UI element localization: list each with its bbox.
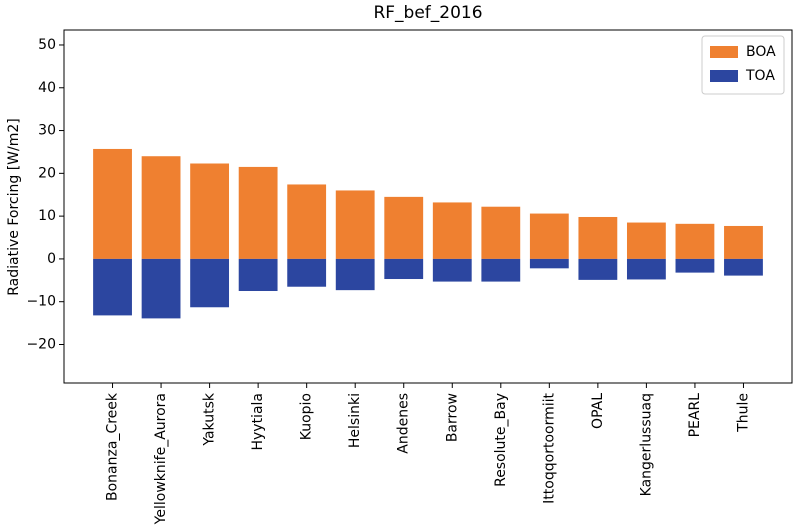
y-tick-label: 20: [38, 165, 56, 181]
x-tick-label: Thule: [735, 393, 751, 433]
x-tick-label: Kuopio: [299, 393, 315, 440]
y-tick-label: −10: [26, 294, 56, 310]
y-tick-label: 0: [47, 251, 56, 267]
x-tick-label: Kangerlussuaq: [638, 393, 654, 496]
legend-swatch: [710, 70, 738, 82]
bar: [481, 258, 521, 282]
bar: [529, 213, 569, 259]
bar: [141, 156, 181, 259]
y-tick-label: −20: [26, 336, 56, 352]
y-tick-label: 40: [38, 80, 56, 96]
bar: [432, 258, 472, 282]
chart-title: RF_bef_2016: [373, 3, 482, 23]
bar: [287, 258, 327, 287]
y-axis-label: Radiative Forcing [W/m2]: [6, 118, 22, 295]
x-tick-label: Hyytiala: [250, 393, 266, 451]
bar: [238, 166, 278, 259]
x-tick-label: OPAL: [590, 393, 606, 429]
bar: [724, 258, 763, 276]
x-tick-label: Barrow: [444, 393, 460, 442]
bar: [481, 206, 521, 259]
y-tick-label: 30: [38, 123, 56, 139]
bar: [626, 258, 666, 280]
x-tick-label: Yellowknife_Aurora: [153, 393, 169, 525]
bar: [675, 258, 715, 273]
x-tick-label: Helsinki: [347, 393, 363, 448]
bar: [384, 258, 424, 280]
bar: [578, 216, 618, 259]
bar: [93, 148, 132, 259]
bar: [724, 225, 763, 259]
bar: [384, 196, 424, 259]
x-tick-label: Ittoqqortoormiit: [541, 392, 557, 503]
bar: [238, 258, 278, 292]
x-tick-label: PEARL: [687, 393, 703, 438]
legend-label: TOA: [745, 68, 775, 84]
legend-swatch: [710, 46, 738, 58]
y-tick-label: 50: [38, 37, 56, 53]
x-tick-label: Resolute_Bay: [493, 393, 509, 487]
bar: [190, 258, 230, 308]
bar: [335, 258, 375, 291]
x-tick-label: Yakutsk: [202, 392, 218, 447]
y-tick-label: 10: [38, 208, 56, 224]
bar: [190, 163, 230, 259]
bar: [141, 258, 181, 319]
bar: [287, 184, 327, 259]
bar: [432, 202, 472, 259]
plot-frame: [63, 29, 793, 384]
bar: [675, 223, 715, 259]
x-tick-label: Bonanza_Creek: [105, 392, 121, 501]
bar: [335, 190, 375, 259]
bar: [626, 222, 666, 259]
bar: [93, 258, 132, 316]
bar: [529, 258, 569, 269]
bar: [578, 258, 618, 280]
x-tick-label: Andenes: [396, 393, 412, 454]
legend-label: BOA: [746, 44, 776, 60]
